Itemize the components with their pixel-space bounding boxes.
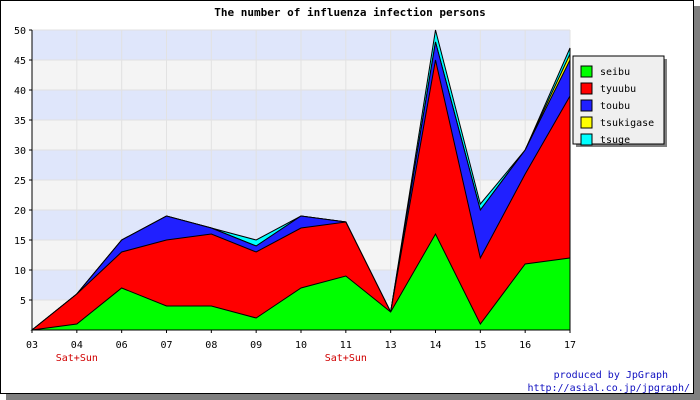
area-seibu (31, 232, 571, 331)
legend-label-tsuge: tsuge (600, 135, 630, 146)
y-tick-label: 45 (14, 56, 26, 67)
chart-title: The number of influenza infection person… (214, 6, 486, 19)
x-tick-label: 04 (71, 340, 83, 351)
x-tick-label: 15 (474, 340, 486, 351)
legend-swatch-tyuubu (580, 82, 593, 95)
x-tick-label: 08 (205, 340, 217, 351)
y-tick-label: 50 (14, 26, 26, 37)
y-tick-label: 35 (14, 116, 26, 127)
x-tick-label: 03 (26, 340, 38, 351)
y-tick-label: 20 (14, 206, 26, 217)
y-tick-label: 40 (14, 86, 26, 97)
legend-label-seibu: seibu (600, 67, 630, 78)
y-tick-label: 30 (14, 146, 26, 157)
credit-line-1: produced by JpGraph (554, 370, 668, 381)
x-sublabel: Sat+Sun (56, 353, 98, 364)
legend-swatch-toubu (580, 99, 593, 112)
x-tick-label: 10 (295, 340, 307, 351)
area-series-group (30, 29, 571, 331)
x-tick-label: 07 (160, 340, 172, 351)
x-tick-label: 06 (116, 340, 128, 351)
x-tick-label: 14 (429, 340, 441, 351)
legend-swatch-tsuge (580, 133, 593, 146)
legend-label-tsukigase: tsukigase (600, 118, 654, 129)
legend-label-toubu: toubu (600, 101, 630, 112)
credit-line-2: http://asial.co.jp/jpgraph/ (527, 383, 690, 394)
x-tick-label: 13 (385, 340, 397, 351)
legend-swatch-seibu (580, 65, 593, 78)
legend-swatch-tsukigase (580, 116, 593, 129)
axes: 5 10 15 20 25 30 35 40 45 50 03 04 Sat+Sun 06 07 08 09 10… (14, 26, 576, 364)
y-tick-label: 10 (14, 266, 26, 277)
x-sublabel: Sat+Sun (325, 353, 367, 364)
x-tick-label: 16 (519, 340, 531, 351)
y-tick-label: 5 (20, 296, 26, 307)
y-tick-label: 25 (14, 176, 26, 187)
x-tick-label: 17 (564, 340, 576, 351)
x-tick-label: 11 (340, 340, 352, 351)
legend: seibu tyuubu toubu tsukigase tsuge (572, 55, 667, 147)
x-tick-label: 09 (250, 340, 262, 351)
y-tick-label: 15 (14, 236, 26, 247)
legend-label-tyuubu: tyuubu (600, 84, 636, 95)
